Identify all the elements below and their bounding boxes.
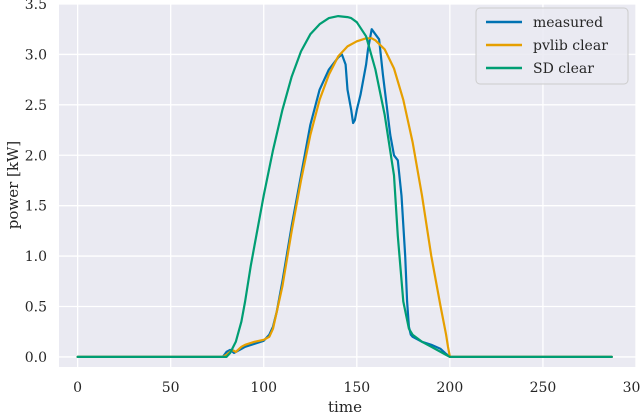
- x-tick-label: 0: [73, 380, 82, 396]
- legend-label: measured: [533, 15, 603, 31]
- x-tick-label: 300: [623, 380, 640, 396]
- x-tick-label: 250: [530, 380, 557, 396]
- x-tick-label: 100: [250, 380, 277, 396]
- y-tick-label: 0.5: [25, 300, 47, 316]
- series-line-2: [76, 15, 613, 358]
- legend-box: [475, 7, 629, 85]
- y-tick-label: 2.5: [25, 98, 47, 114]
- y-tick-label: 0.0: [25, 350, 47, 366]
- legend-label: pvlib clear: [533, 38, 608, 54]
- y-tick-label: 1.5: [25, 199, 47, 215]
- y-tick-label: 3.0: [25, 47, 47, 63]
- legend-label: SD clear: [533, 61, 594, 77]
- y-tick-labels: 0.0 0.5 1.0 1.5 2.0 2.5 3.0 3.5: [25, 0, 47, 366]
- series-lines: [76, 15, 613, 358]
- x-tick-label: 200: [437, 380, 464, 396]
- series-line-1: [76, 37, 613, 358]
- x-tick-label: 50: [162, 380, 180, 396]
- y-tick-label: 3.5: [25, 0, 47, 13]
- x-tick-labels: 0 50 100 150 200 250 300: [73, 380, 640, 396]
- legend: measured pvlib clear SD clear: [475, 7, 629, 85]
- y-tick-label: 2.0: [25, 148, 47, 164]
- x-axis-title: time: [328, 398, 362, 414]
- y-axis-title: power [kW]: [4, 141, 22, 230]
- x-tick-label: 150: [343, 380, 370, 396]
- y-tick-label: 1.0: [25, 249, 47, 265]
